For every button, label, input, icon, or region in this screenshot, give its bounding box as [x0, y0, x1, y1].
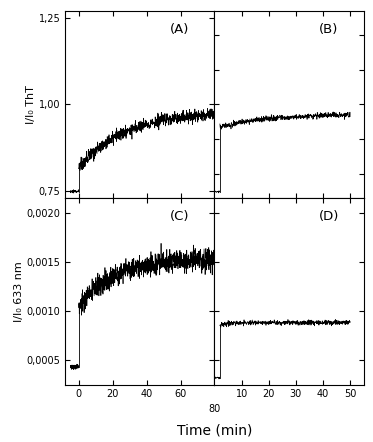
Text: (B): (B) — [319, 23, 338, 36]
Y-axis label: I/I₀ ThT: I/I₀ ThT — [26, 85, 36, 124]
Text: (A): (A) — [170, 23, 189, 36]
Text: (C): (C) — [170, 210, 189, 223]
Y-axis label: I/I₀ 633 nm: I/I₀ 633 nm — [14, 261, 24, 321]
Text: (D): (D) — [319, 210, 339, 223]
Text: Time (min): Time (min) — [177, 423, 252, 438]
Text: 80: 80 — [209, 404, 220, 415]
